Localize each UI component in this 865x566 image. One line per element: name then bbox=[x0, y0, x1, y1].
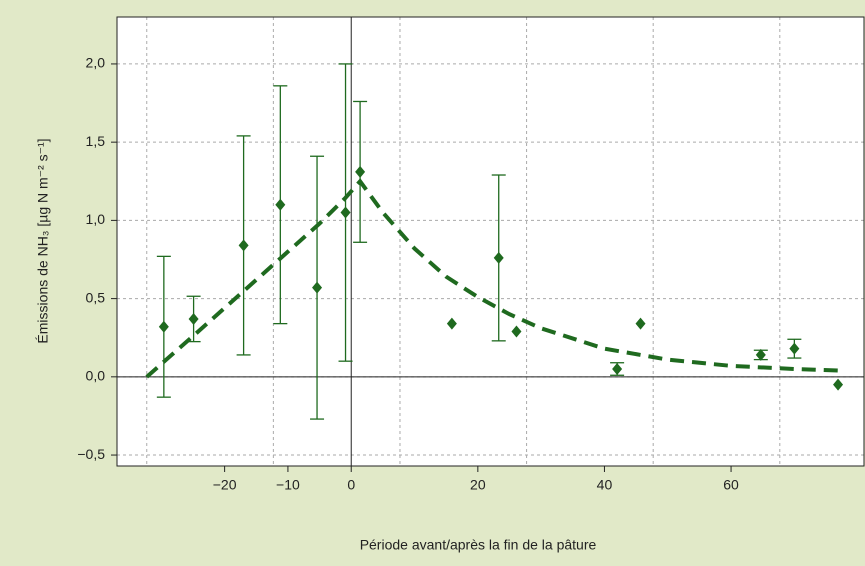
point bbox=[312, 281, 323, 294]
point bbox=[635, 317, 646, 330]
y-tick-label: −0,5 bbox=[77, 446, 105, 462]
point bbox=[340, 206, 351, 219]
plot-frame bbox=[116, 16, 865, 467]
point bbox=[789, 342, 800, 355]
y-tick-label: 0,0 bbox=[86, 368, 106, 384]
point bbox=[755, 348, 766, 361]
x-axis-label: Période avant/après la fin de la pâture bbox=[360, 537, 597, 553]
y-tick-label: 1,0 bbox=[86, 211, 106, 227]
point bbox=[275, 198, 286, 211]
y-tick-label: 2,0 bbox=[86, 55, 106, 71]
point bbox=[612, 363, 623, 376]
point bbox=[833, 378, 844, 391]
point bbox=[188, 312, 199, 325]
point bbox=[355, 165, 366, 178]
y-tick-label: 1,5 bbox=[86, 133, 106, 149]
fit-line bbox=[145, 178, 839, 379]
x-tick-label: −20 bbox=[213, 477, 237, 493]
x-tick-label: 40 bbox=[597, 477, 613, 493]
point bbox=[238, 239, 249, 252]
point bbox=[446, 317, 457, 330]
x-tick-label: −10 bbox=[276, 477, 300, 493]
y-tick-label: 0,5 bbox=[86, 289, 106, 305]
point bbox=[511, 325, 522, 338]
y-axis-label: Émissions de NH₃ [µg N m⁻² s⁻¹] bbox=[35, 138, 51, 343]
x-tick-label: 60 bbox=[723, 477, 739, 493]
x-tick-label: 20 bbox=[470, 477, 486, 493]
point bbox=[493, 251, 504, 264]
x-tick-label: 0 bbox=[347, 477, 355, 493]
plot-area bbox=[117, 17, 864, 466]
point bbox=[158, 320, 169, 333]
